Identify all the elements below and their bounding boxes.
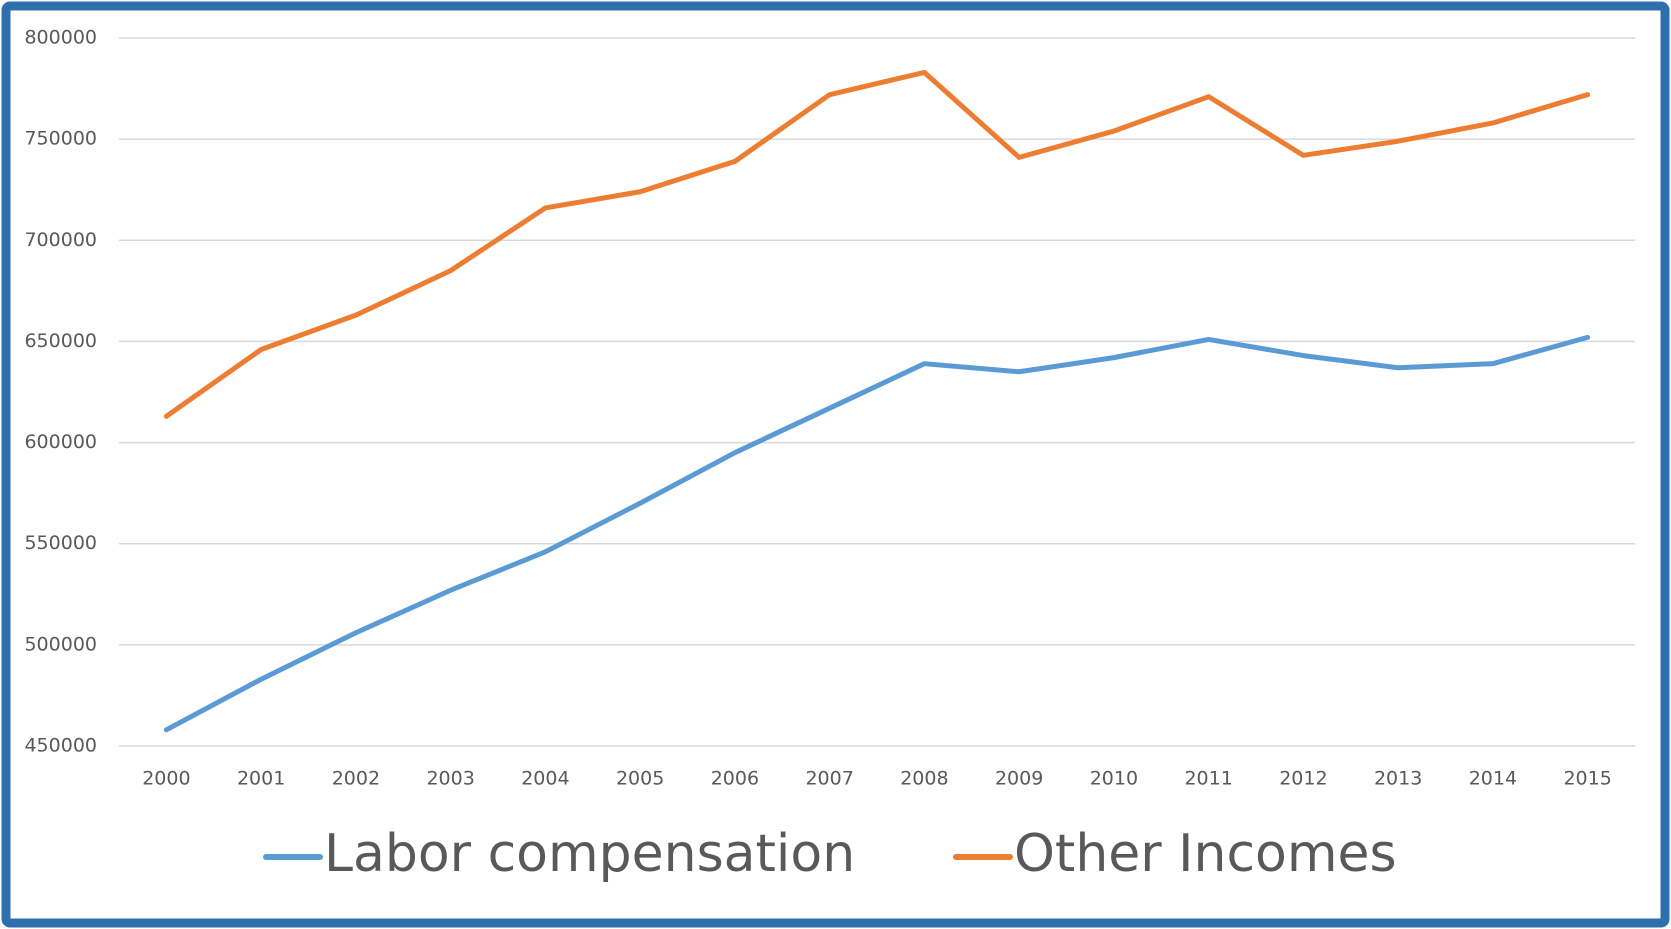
x-tick-label: 2005 bbox=[616, 768, 664, 790]
y-tick-label: 500000 bbox=[24, 633, 97, 655]
legend-label: Labor compensation bbox=[324, 824, 855, 884]
x-tick-label: 2013 bbox=[1374, 768, 1422, 790]
x-tick-label: 2015 bbox=[1563, 768, 1611, 790]
x-tick-label: 2012 bbox=[1279, 768, 1327, 790]
x-tick-label: 2007 bbox=[805, 768, 853, 790]
x-tick-label: 2014 bbox=[1469, 768, 1517, 790]
y-tick-label: 450000 bbox=[24, 735, 97, 757]
y-tick-label: 550000 bbox=[24, 532, 97, 554]
y-tick-label: 650000 bbox=[24, 330, 97, 352]
x-tick-label: 2004 bbox=[521, 768, 569, 790]
y-tick-label: 750000 bbox=[24, 128, 97, 150]
y-tick-label: 800000 bbox=[24, 27, 97, 49]
x-tick-label: 2006 bbox=[711, 768, 759, 790]
x-tick-label: 2010 bbox=[1090, 768, 1138, 790]
x-tick-label: 2009 bbox=[995, 768, 1043, 790]
y-tick-label: 600000 bbox=[24, 431, 97, 453]
legend-label: Other Incomes bbox=[1014, 824, 1397, 884]
series-line bbox=[163, 69, 1591, 419]
x-tick-label: 2011 bbox=[1184, 768, 1232, 790]
y-tick-label: 700000 bbox=[24, 229, 97, 251]
x-tick-label: 2001 bbox=[237, 768, 285, 790]
series-line bbox=[163, 334, 1591, 733]
x-tick-label: 2008 bbox=[900, 768, 948, 790]
x-tick-label: 2002 bbox=[332, 768, 380, 790]
x-tick-label: 2003 bbox=[426, 768, 474, 790]
x-tick-label: 2000 bbox=[142, 768, 190, 790]
